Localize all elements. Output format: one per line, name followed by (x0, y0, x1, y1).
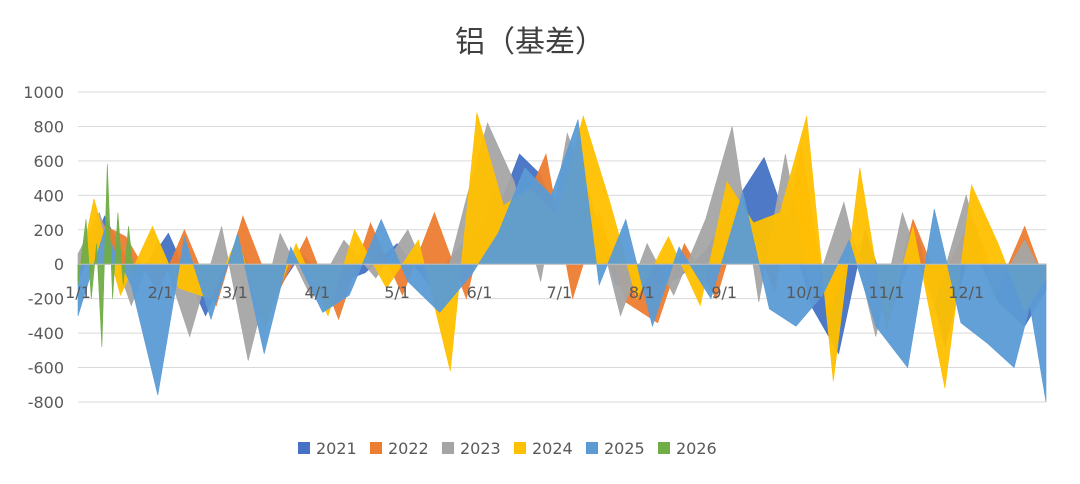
y-tick-label: -400 (28, 324, 64, 343)
y-tick-label: 600 (33, 152, 64, 171)
legend-swatch-2022 (370, 442, 382, 454)
legend-swatch-2026 (658, 442, 670, 454)
x-tick-label: 4/1 (304, 283, 330, 302)
x-tick-label: 2/1 (148, 283, 174, 302)
legend-swatch-2023 (442, 442, 454, 454)
x-tick-label: 3/1 (222, 283, 248, 302)
legend-label-2022: 2022 (388, 439, 429, 458)
series-area-2025 (77, 119, 1047, 403)
y-tick-label: -200 (28, 290, 64, 309)
legend-swatch-2025 (586, 442, 598, 454)
legend-swatch-2021 (298, 442, 310, 454)
y-tick-label: 0 (54, 255, 64, 274)
legend-label-2025: 2025 (604, 439, 645, 458)
x-tick-label: 7/1 (546, 283, 572, 302)
x-tick-label: 12/1 (948, 283, 984, 302)
legend-swatch-2024 (514, 442, 526, 454)
y-tick-label: 400 (33, 186, 64, 205)
legend-label-2021: 2021 (316, 439, 357, 458)
y-tick-label: 800 (33, 117, 64, 136)
y-tick-label: -600 (28, 359, 64, 378)
x-tick-label: 8/1 (629, 283, 655, 302)
y-tick-label: 1000 (23, 83, 64, 102)
y-axis-ticks: 1000 800 600 400 200 0 -200 -400 -600 -800 (23, 83, 64, 412)
x-tick-label: 6/1 (467, 283, 493, 302)
x-tick-label: 5/1 (384, 283, 410, 302)
x-tick-label: 9/1 (711, 283, 737, 302)
x-tick-label: 10/1 (786, 283, 822, 302)
series-area-2026 (77, 164, 135, 347)
legend-label-2026: 2026 (676, 439, 717, 458)
legend-label-2024: 2024 (532, 439, 573, 458)
series-areas (77, 112, 1047, 403)
y-tick-label: 200 (33, 221, 64, 240)
x-tick-label: 1/1 (65, 283, 91, 302)
x-axis-ticks: 1/1 2/1 3/1 4/1 5/1 6/1 7/1 8/1 9/1 10/1 11/1 12/1 (65, 283, 984, 302)
legend: 2021 2022 2023 2024 2025 2026 (298, 439, 717, 458)
chart-title: 铝（基差） (455, 25, 605, 60)
y-tick-label: -800 (28, 393, 64, 412)
legend-label-2023: 2023 (460, 439, 501, 458)
x-tick-label: 11/1 (868, 283, 904, 302)
